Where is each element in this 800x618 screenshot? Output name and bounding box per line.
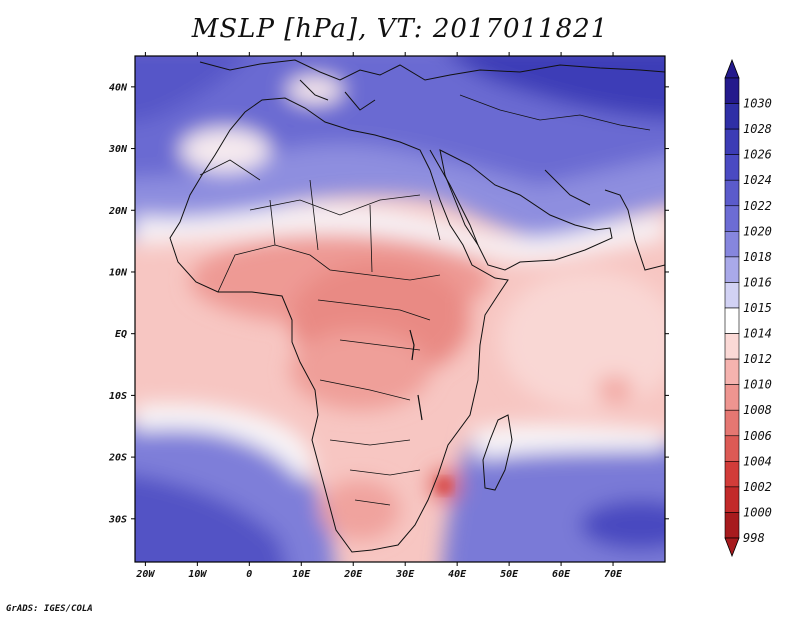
- colorbar-swatch: [724, 435, 740, 462]
- colorbar-label: 1030: [743, 97, 772, 111]
- x-tick-label: 70E: [604, 569, 623, 580]
- y-tick-label: 10S: [109, 391, 127, 402]
- colorbar-swatch: [724, 333, 740, 360]
- x-tick-label: 50E: [500, 569, 519, 580]
- colorbar-label: 1004: [743, 454, 772, 468]
- colorbar-swatch: [724, 282, 740, 309]
- colorbar-label: 1012: [743, 352, 772, 366]
- x-tick-label: 10W: [188, 569, 207, 580]
- colorbar-label: 1015: [743, 301, 772, 315]
- colorbar-label: 1006: [743, 429, 772, 443]
- colorbar: 1030 1028 1026 1024 1022 1020 1018 1016 1015 1014…: [724, 58, 772, 558]
- colorbar-swatch: [724, 409, 740, 437]
- x-tick-label: 0: [246, 569, 252, 580]
- pressure-field: [135, 56, 665, 562]
- y-axis: 40N 30N 20N 10N EQ 10S 20S 30S: [108, 82, 669, 525]
- y-tick-label: 30N: [108, 144, 128, 155]
- colorbar-label: 1024: [743, 173, 772, 187]
- colorbar-label: 1008: [743, 403, 772, 417]
- y-tick-label: 10N: [109, 267, 128, 278]
- colorbar-swatch: [724, 154, 740, 181]
- y-tick-label: 40N: [109, 82, 128, 93]
- colorbar-swatch: [724, 103, 740, 130]
- map-frame: [134, 55, 666, 563]
- colorbar-swatch: [724, 128, 740, 155]
- map-title: MSLP [hPa], VT: 2017011821: [191, 14, 609, 44]
- colorbar-swatch: [724, 486, 740, 513]
- coastlines: [169, 59, 665, 553]
- footer-credit: GrADS: IGES/COLA: [6, 604, 93, 614]
- y-tick-label: 30S: [108, 514, 127, 525]
- colorbar-swatch: [724, 231, 740, 258]
- y-tick-label: 20N: [108, 206, 128, 217]
- colorbar-label: 1018: [743, 250, 772, 264]
- colorbar-arrow-top: [724, 58, 740, 79]
- x-tick-label: 40E: [448, 569, 467, 580]
- x-tick-label: 20W: [135, 569, 155, 580]
- colorbar-swatch: [724, 461, 740, 488]
- x-axis: 20W 10W 0 10E 20E 30E 40E 50E 60E 70E: [135, 52, 623, 580]
- colorbar-swatch: [724, 358, 740, 385]
- colorbar-swatch: [724, 179, 740, 207]
- colorbar-label: 1016: [743, 275, 772, 289]
- colorbar-label: 1002: [743, 480, 772, 494]
- colorbar-label: 1014: [743, 327, 772, 341]
- colorbar-swatch: [724, 384, 740, 411]
- colorbar-swatch: [724, 77, 740, 104]
- colorbar-label: 1028: [743, 122, 772, 136]
- colorbar-label: 1026: [743, 148, 772, 162]
- x-tick-label: 60E: [552, 569, 571, 580]
- colorbar-swatch: [724, 307, 740, 334]
- y-tick-label: 20S: [108, 453, 127, 464]
- x-tick-label: 30E: [395, 569, 415, 580]
- colorbar-swatch: [724, 205, 740, 232]
- colorbar-swatch: [724, 256, 740, 283]
- x-tick-label: 10E: [292, 569, 311, 580]
- x-tick-label: 20E: [343, 569, 363, 580]
- colorbar-swatch: [724, 512, 740, 539]
- colorbar-label: 1000: [743, 505, 772, 519]
- colorbar-arrow-bottom: [724, 537, 740, 558]
- colorbar-label: 1022: [743, 199, 772, 213]
- y-tick-label: EQ: [115, 329, 127, 340]
- colorbar-label: 1010: [743, 378, 772, 392]
- colorbar-label: 998: [743, 531, 765, 545]
- colorbar-label: 1020: [743, 224, 772, 238]
